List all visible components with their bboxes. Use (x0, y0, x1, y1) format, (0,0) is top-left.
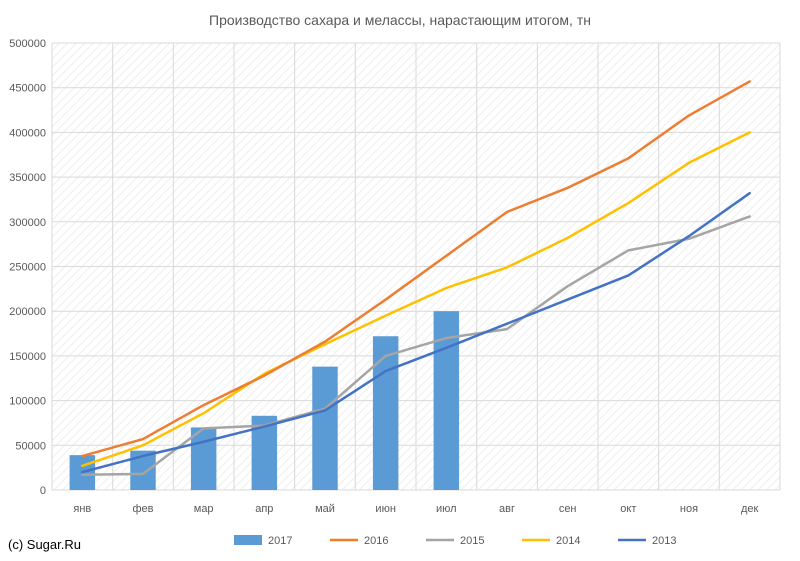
x-tick-label: фев (132, 503, 153, 515)
legend-label-2017: 2017 (268, 535, 292, 547)
y-tick-label: 400000 (9, 127, 46, 139)
bars-2017 (69, 311, 460, 490)
x-tick-label: янв (73, 503, 91, 515)
x-tick-label: ноя (680, 503, 698, 515)
gridlines (51, 42, 781, 491)
y-tick-label: 200000 (9, 306, 46, 318)
bar-2017 (372, 336, 399, 490)
legend-label-2013: 2013 (652, 535, 676, 547)
y-tick-label: 0 (40, 485, 46, 497)
y-tick-label: 50000 (15, 440, 46, 452)
y-tick-label: 450000 (9, 83, 46, 95)
y-axis-ticks: 0 50000 100000 150000 200000 250000 300000 3500… (9, 38, 46, 497)
x-tick-label: июн (375, 503, 395, 515)
x-tick-label: мар (194, 503, 214, 515)
series-lines (81, 80, 751, 477)
line-2015 (81, 215, 751, 477)
x-tick-label: июл (436, 503, 457, 515)
line-2013 (81, 191, 751, 474)
bar-2017 (312, 366, 338, 490)
y-tick-label: 500000 (9, 38, 46, 50)
bar-2017 (190, 427, 217, 490)
line-2014 (81, 131, 751, 468)
x-tick-label: май (315, 503, 335, 515)
chart-title: Производство сахара и мелассы, нарастающ… (209, 12, 591, 28)
x-tick-label: авг (499, 503, 515, 515)
y-tick-label: 250000 (9, 262, 46, 274)
legend-swatch-2017 (234, 535, 262, 545)
y-tick-label: 150000 (9, 351, 46, 363)
legend-label-2016: 2016 (364, 535, 388, 547)
x-axis-ticks: янв фев мар апр май июн июл авг сен окт ноя дек (73, 503, 758, 515)
legend-label-2015: 2015 (460, 535, 484, 547)
y-tick-label: 350000 (9, 172, 46, 184)
legend: 2017 2016 2015 2014 2013 (234, 535, 676, 547)
legend-label-2014: 2014 (556, 535, 580, 547)
y-tick-label: 100000 (9, 396, 46, 408)
x-tick-label: дек (741, 503, 759, 515)
copyright-text: (c) Sugar.Ru (8, 537, 81, 552)
x-tick-label: сен (559, 503, 577, 515)
x-tick-label: апр (255, 503, 273, 515)
y-tick-label: 300000 (9, 217, 46, 229)
line-2016 (81, 80, 751, 458)
x-tick-label: окт (620, 503, 636, 515)
